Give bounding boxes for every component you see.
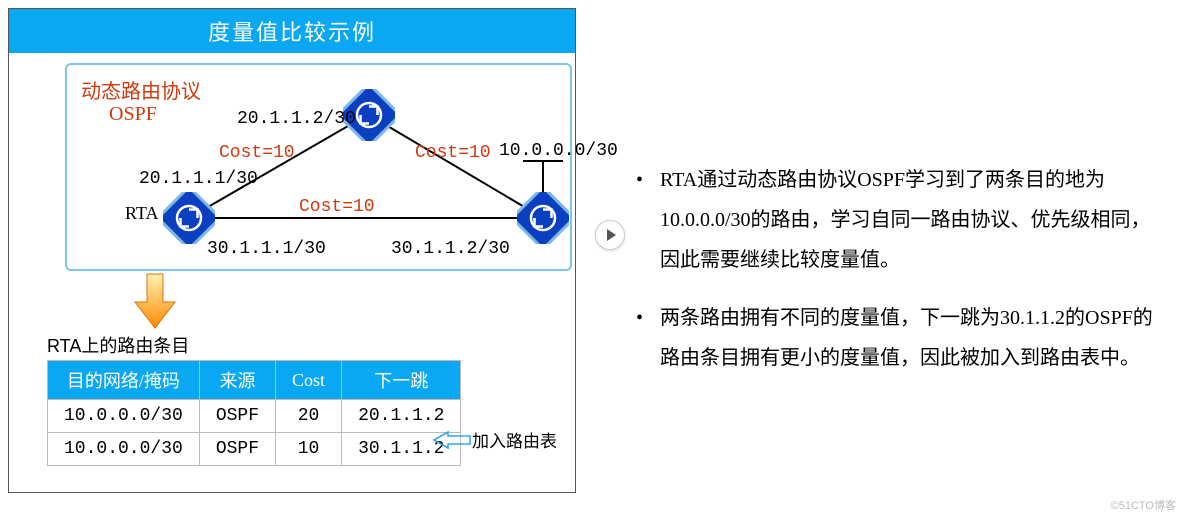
router-right-icon: [517, 192, 569, 244]
cost-b: Cost=10: [299, 197, 375, 217]
join-route-indicator: 加入路由表: [432, 427, 557, 452]
explanation-text: RTA通过动态路由协议OSPF学习到了两条目的地为10.0.0.0/30的路由，…: [630, 160, 1160, 396]
col-next: 下一跳: [342, 361, 461, 400]
protocol-label-1: 动态路由协议: [81, 75, 201, 104]
panel-title: 度量值比较示例: [9, 9, 575, 53]
ip-net: 10.0.0.0/30: [499, 141, 618, 161]
router-rta-icon: [163, 192, 215, 244]
arrow-down-icon: [133, 272, 177, 330]
cost-rt: Cost=10: [415, 143, 491, 163]
watermark: ©51CTO博客: [1111, 497, 1176, 513]
rta-label: RTA: [125, 203, 158, 224]
col-source: 来源: [199, 361, 275, 400]
table-title: RTA上的路由条目: [47, 332, 189, 358]
col-dest: 目的网络/掩码: [48, 361, 200, 400]
protocol-label-2: OSPF: [109, 103, 157, 126]
table-row: 10.0.0.0/30 OSPF 20 20.1.1.2: [48, 400, 461, 433]
ip-br: 30.1.1.2/30: [391, 239, 510, 259]
join-label: 加入路由表: [472, 427, 557, 452]
cost-lt: Cost=10: [219, 143, 295, 163]
ip-top: 20.1.1.2/30: [237, 109, 356, 129]
ip-left: 20.1.1.1/30: [139, 169, 258, 189]
ip-bl: 30.1.1.1/30: [207, 239, 326, 259]
bullet-2: 两条路由拥有不同的度量值，下一跳为30.1.1.2的OSPF的路由条目拥有更小的…: [630, 298, 1160, 378]
play-button[interactable]: [595, 220, 625, 250]
route-table: 目的网络/掩码 来源 Cost 下一跳 10.0.0.0/30 OSPF 20 …: [47, 360, 461, 466]
bullet-1: RTA通过动态路由协议OSPF学习到了两条目的地为10.0.0.0/30的路由，…: [630, 160, 1160, 280]
col-cost: Cost: [276, 361, 342, 400]
table-row: 10.0.0.0/30 OSPF 10 30.1.1.2: [48, 433, 461, 466]
arrow-left-icon: [432, 430, 472, 450]
left-panel: 度量值比较示例 动态路由协议 OSPF RTA 20.1.1.2/30 20.1…: [8, 8, 576, 493]
network-diagram: 动态路由协议 OSPF RTA 20.1.1.2/30 20.1.1.1/30 …: [65, 63, 572, 271]
